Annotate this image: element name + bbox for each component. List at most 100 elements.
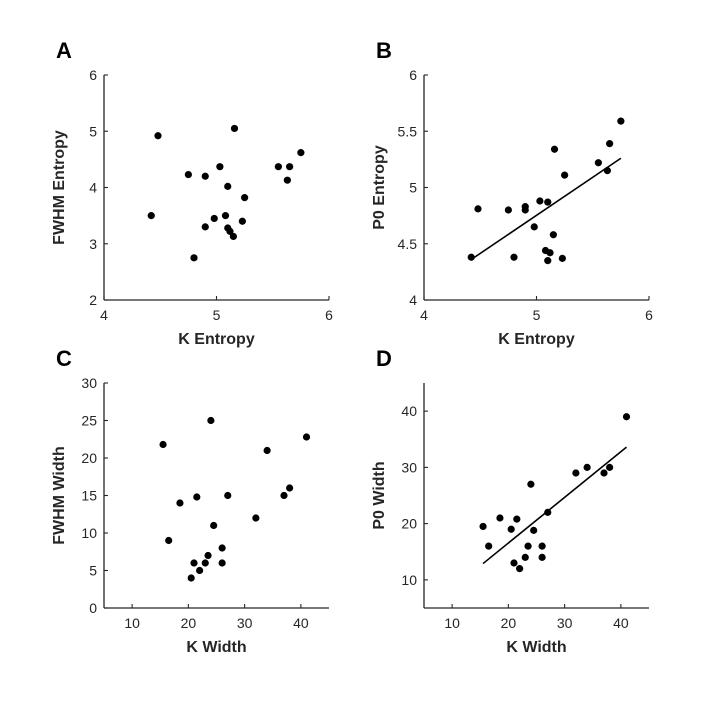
data-point — [467, 253, 475, 261]
y-tick-label: 5 — [409, 180, 417, 196]
data-point — [216, 163, 224, 171]
y-tick-label: 4 — [89, 180, 97, 196]
y-tick-label: 4.5 — [398, 236, 418, 252]
data-point — [176, 499, 184, 507]
data-point — [286, 484, 294, 492]
data-point — [606, 463, 614, 471]
data-point — [204, 551, 212, 560]
data-point — [521, 203, 529, 211]
data-point — [154, 132, 162, 140]
data-point — [263, 446, 271, 455]
x-tick-label: 10 — [124, 615, 140, 631]
data-point — [510, 559, 518, 567]
y-tick-label: 25 — [81, 413, 97, 429]
y-tick-label: 5 — [89, 563, 97, 579]
panel-b: B 4 5 6 4 4.5 5 5.5 6 K Entropy P0 Entropy — [371, 38, 653, 348]
data-point — [224, 182, 232, 190]
data-point — [617, 117, 625, 125]
data-point — [241, 194, 249, 202]
y-tick-label: 15 — [81, 488, 97, 504]
x-tick-label: 6 — [645, 307, 653, 323]
x-tick-label: 30 — [557, 615, 573, 631]
y-tick-label: 3 — [89, 236, 97, 252]
panel-letter: B — [376, 38, 392, 63]
y-tick-label: 10 — [401, 572, 417, 588]
x-axis-label: K Entropy — [498, 331, 575, 348]
data-point — [201, 223, 209, 231]
y-tick-label: 4 — [409, 292, 417, 308]
data-point — [530, 223, 538, 231]
data-point — [546, 249, 554, 257]
data-point — [544, 257, 552, 265]
data-point — [297, 149, 305, 157]
data-point — [196, 566, 204, 575]
data-point — [165, 536, 173, 545]
data-point — [558, 254, 566, 262]
x-tick-label: 20 — [181, 615, 197, 631]
data-point — [230, 124, 239, 133]
data-point — [226, 227, 234, 235]
panel-letter: A — [56, 38, 72, 63]
x-tick-label: 5 — [213, 307, 221, 323]
data-point — [302, 433, 311, 441]
data-point — [201, 172, 209, 180]
y-tick-label: 10 — [81, 525, 97, 541]
x-tick-label: 5 — [533, 307, 541, 323]
data-point — [207, 416, 215, 425]
data-point — [210, 214, 218, 223]
x-tick-label: 4 — [100, 307, 108, 323]
data-point — [527, 480, 535, 488]
data-point — [510, 253, 518, 261]
regression-line — [470, 157, 622, 261]
data-point — [190, 559, 198, 567]
panel-c: C 10 20 30 40 0 5 10 15 20 25 30 K Width FWHM Width — [51, 346, 329, 656]
data-point — [536, 197, 544, 205]
data-point — [283, 176, 291, 184]
data-point — [474, 205, 482, 213]
panel-letter: C — [56, 346, 72, 371]
y-tick-label: 40 — [401, 403, 417, 419]
data-point — [218, 559, 226, 567]
data-point — [507, 525, 515, 533]
y-tick-label: 5 — [89, 123, 97, 139]
data-point — [479, 522, 487, 531]
data-point — [538, 542, 546, 550]
data-point — [622, 413, 631, 421]
regression-line — [482, 446, 628, 565]
data-point — [224, 491, 232, 500]
data-point — [504, 206, 512, 214]
data-point — [485, 542, 493, 550]
y-tick-label: 6 — [409, 67, 417, 83]
data-point — [561, 171, 569, 179]
x-axis-label: K Width — [506, 639, 566, 656]
x-axis-label: K Entropy — [178, 331, 255, 348]
y-tick-label: 30 — [401, 459, 417, 475]
y-axis-label: P0 Width — [371, 461, 388, 529]
data-point — [550, 145, 559, 153]
data-point — [544, 198, 552, 206]
data-point — [516, 565, 524, 573]
data-point — [538, 553, 546, 561]
data-point — [544, 508, 552, 516]
panel-letter: D — [376, 346, 392, 371]
y-axis-label: FWHM Width — [51, 446, 68, 544]
data-point — [252, 514, 260, 522]
y-tick-label: 0 — [89, 600, 97, 616]
y-axis-label: FWHM Entropy — [51, 130, 68, 245]
panel-a: A 4 5 6 2 3 4 5 6 K Entropy FWHM Entropy — [51, 38, 333, 348]
data-point — [521, 553, 529, 561]
data-point — [280, 491, 288, 500]
data-point — [184, 170, 192, 179]
data-point — [530, 526, 538, 534]
data-point — [187, 574, 195, 582]
x-tick-label: 20 — [501, 615, 517, 631]
data-point — [286, 163, 294, 171]
data-point — [147, 212, 155, 220]
y-tick-label: 5.5 — [398, 123, 418, 139]
panel-d: D 10 20 30 40 10 20 30 40 K Width P0 Width — [371, 346, 649, 656]
y-tick-label: 20 — [401, 516, 417, 532]
data-point — [600, 469, 608, 477]
data-point — [218, 544, 226, 552]
y-tick-label: 6 — [89, 67, 97, 83]
